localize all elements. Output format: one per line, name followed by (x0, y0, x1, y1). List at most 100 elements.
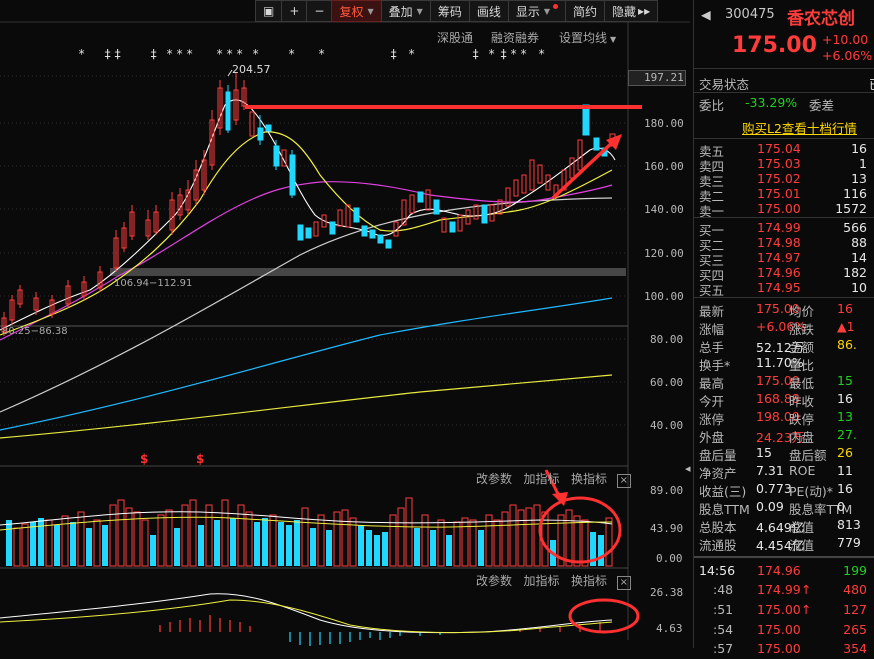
stat-value: 11 (837, 463, 853, 478)
yincang-button[interactable]: 隐藏 ▸▸ (604, 0, 659, 22)
ask-label: 卖四 (699, 159, 725, 174)
gaicanshu-button[interactable]: 改参数 (476, 472, 513, 486)
candle-group-down1 (225, 85, 608, 249)
jianyue-button[interactable]: 简约 (565, 0, 606, 22)
stat-value: 86. (837, 337, 857, 352)
stat-value: 175.00 (756, 373, 800, 388)
tick-vol: 354 (843, 641, 867, 656)
stat-label: ROE (789, 463, 816, 478)
trend-arrow-head (606, 134, 622, 150)
stat-label: 跌停 (789, 412, 815, 427)
stat-label: 涨停 (699, 412, 725, 427)
ask-label: 卖五 (699, 144, 725, 159)
candles (1, 72, 616, 336)
fuquan-dropdown[interactable]: 复权 ▼ (331, 0, 382, 22)
stock-code: 300475 (725, 7, 775, 22)
ask-row[interactable]: 卖二 175.01 116 (699, 186, 874, 204)
svg-text:*: * (252, 47, 259, 61)
ask-row[interactable]: 卖一 175.00 1572 (699, 201, 874, 219)
price-grid (0, 75, 628, 426)
stat-label: 今开 (699, 394, 725, 409)
zoom-out-button[interactable]: − (306, 0, 333, 22)
tick-row: :48 174.99 ↑ 480 (699, 582, 874, 600)
bid-row[interactable]: 买一 174.99 566 (699, 220, 874, 238)
svg-text:*: * (520, 47, 527, 61)
diejia-dropdown[interactable]: 叠加 ▼ (380, 0, 431, 22)
bid-row[interactable]: 买五 174.95 10 (699, 280, 874, 298)
tick-time: :54 (713, 622, 734, 637)
s-mark-1: $ (140, 452, 148, 466)
stat-value: 13 (837, 409, 853, 424)
volume-ma-white (0, 511, 613, 526)
svg-text:*: * (538, 47, 545, 61)
shengutong-link[interactable]: 深股通 (437, 31, 474, 45)
huanzhibiao-button[interactable]: 换指标 (570, 472, 607, 486)
stat-label: 总手 (699, 340, 725, 355)
zoom-in-button[interactable]: + (281, 0, 308, 22)
tick-row: 14:56 174.96 199 (699, 563, 874, 581)
ask-row[interactable]: 卖三 175.02 13 (699, 171, 874, 189)
stat-value: 11.70% (756, 355, 804, 370)
stat-row: 涨幅 +6.06% 涨跌 ▲1 (699, 319, 874, 337)
ask-vol: 1572 (835, 201, 867, 216)
stat-value: 15 (756, 445, 772, 460)
gaicanshu-button[interactable]: 改参数 (476, 574, 513, 588)
stock-name: 香农芯创 (787, 9, 855, 29)
lock-button[interactable]: ▣ (255, 0, 283, 22)
bid-row[interactable]: 买二 174.98 88 (699, 235, 874, 253)
bid-row[interactable]: 买四 174.96 182 (699, 265, 874, 283)
diejia-label: 叠加 (388, 4, 413, 19)
ask-price: 175.03 (757, 156, 801, 171)
price-tick: 160.00 (644, 160, 684, 173)
stat-value: 16 (837, 301, 853, 316)
range-label-1: 106.94−112.91 (114, 278, 192, 289)
stat-value: 7.31 (756, 463, 784, 478)
kline-chart[interactable]: 204.57 106.94−112.91 80.25−86.38 $ $ * ‡ ‡… (0, 0, 693, 648)
stock-price: 175.00 (732, 33, 817, 58)
volume-tick: 89.00 (650, 484, 684, 497)
huanzhibiao-button[interactable]: 换指标 (570, 574, 607, 588)
svg-text:*: * (288, 47, 295, 61)
ask-label: 卖三 (699, 174, 725, 189)
stock-change-pct: +6.06% (822, 48, 873, 63)
close-icon[interactable]: × (616, 474, 631, 488)
stat-row: 今开 168.88 昨收 16 (699, 391, 874, 409)
back-arrow-icon[interactable]: ◀ (701, 7, 711, 22)
bid-vol: 566 (843, 220, 867, 235)
weibi-label: 委比 (699, 98, 725, 113)
tick-vol: 480 (843, 582, 867, 597)
stat-label: 昨收 (789, 394, 815, 409)
price-tick: 60.00 (650, 376, 684, 389)
stat-label: 股息率TTM (789, 502, 853, 517)
volume-tick: 43.90 (650, 522, 684, 535)
stat-row: 盘后量 15 盘后额 26 (699, 445, 874, 463)
junxian-link[interactable]: 设置均线 ▼ (559, 29, 616, 46)
l2-link[interactable]: 购买L2查看十档行情 (742, 121, 857, 136)
stat-value: 24.23万 (756, 430, 805, 445)
bid-vol: 14 (851, 250, 867, 265)
huaxian-button[interactable]: 画线 (468, 0, 509, 22)
stat-value: 175.00 (756, 301, 800, 316)
collapse-arrow-icon[interactable]: ◂ (685, 462, 691, 475)
stat-label: 涨跌 (789, 322, 815, 337)
jiazhibiao-button[interactable]: 加指标 (523, 472, 560, 486)
ask-row[interactable]: 卖四 175.03 1 (699, 156, 874, 174)
ask-price: 175.02 (757, 171, 801, 186)
bid-price: 174.97 (757, 250, 801, 265)
bid-row[interactable]: 买三 174.97 14 (699, 250, 874, 268)
chouma-button[interactable]: 筹码 (429, 0, 470, 22)
stat-row: 收益(三) 0.773 PE(动)* 16 (699, 481, 874, 499)
chevron-down-icon: ▼ (610, 35, 617, 44)
tick-row: :57 175.00 354 (699, 641, 874, 659)
rongzi-link[interactable]: 融资融券 (491, 31, 540, 45)
stat-value: 16 (837, 481, 853, 496)
svg-text:‡: ‡ (500, 47, 507, 61)
price-tick: 180.00 (644, 117, 684, 130)
price-tick: 140.00 (644, 203, 684, 216)
xianshi-dropdown[interactable]: 显示 ▼ (507, 0, 567, 22)
ask-vol: 16 (851, 141, 867, 156)
stat-label: 总股本 (699, 520, 737, 535)
ask-row[interactable]: 卖五 175.04 16 (699, 141, 874, 159)
close-icon[interactable]: × (616, 576, 631, 590)
jiazhibiao-button[interactable]: 加指标 (523, 574, 560, 588)
